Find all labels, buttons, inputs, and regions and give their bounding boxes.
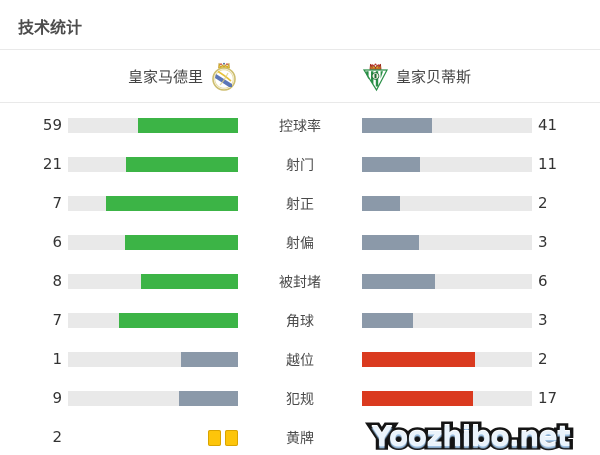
- home-team: 皇家马德里: [18, 61, 238, 92]
- home-bar-fill: [140, 274, 238, 289]
- away-bar: [362, 313, 532, 328]
- away-bar-fill: [362, 157, 421, 172]
- away-team-name: 皇家贝蒂斯: [396, 67, 472, 86]
- home-value: 7: [52, 311, 62, 329]
- away-bar-fill: [362, 391, 474, 406]
- away-value: 41: [538, 116, 558, 134]
- home-value: 59: [42, 116, 62, 134]
- home-bar-fill: [105, 196, 238, 211]
- home-bar: [68, 352, 238, 367]
- away-bar: [362, 352, 532, 367]
- away-bar-fill: [362, 235, 419, 250]
- home-value: 6: [52, 233, 62, 251]
- stat-row: 9 犯规 17: [0, 379, 600, 418]
- home-bar-fill: [179, 391, 238, 406]
- stat-row: 7 角球 3: [0, 301, 600, 340]
- home-value: 8: [52, 272, 62, 290]
- home-bar: [68, 313, 238, 328]
- stat-row: 1 越位 2: [0, 340, 600, 379]
- home-value: 2: [52, 428, 62, 446]
- stat-label: 射偏: [286, 235, 314, 252]
- page-title: 技术统计: [18, 18, 83, 37]
- home-bar: [68, 235, 238, 250]
- stat-row: 6 射偏 3: [0, 223, 600, 262]
- home-bar-fill: [119, 313, 238, 328]
- away-bar-fill: [362, 352, 476, 367]
- watermark: Yoozhibo.net Yoozhibo.net: [368, 418, 574, 455]
- away-value: 3: [538, 233, 548, 251]
- away-value: 17: [538, 389, 558, 407]
- home-bar: [68, 196, 238, 211]
- home-value: 9: [52, 389, 62, 407]
- away-value: 2: [538, 194, 548, 212]
- stat-row: 59 控球率 41: [0, 106, 600, 145]
- home-value: 7: [52, 194, 62, 212]
- home-bar-fill: [126, 157, 238, 172]
- away-value: 2: [538, 350, 548, 368]
- stat-label: 射正: [286, 196, 314, 213]
- away-bar: [362, 118, 532, 133]
- home-bar: [68, 274, 238, 289]
- away-bar: [362, 157, 532, 172]
- yellow-card-icon: [225, 429, 238, 446]
- away-bar-fill: [362, 118, 432, 133]
- home-yellow-cards: [68, 429, 238, 446]
- away-bar: [362, 235, 532, 250]
- home-value: 1: [52, 350, 62, 368]
- away-value: 6: [538, 272, 548, 290]
- away-bar-fill: [362, 274, 435, 289]
- away-bar: [362, 274, 532, 289]
- stat-label: 被封堵: [279, 274, 321, 291]
- stat-row: 2 黄牌: [0, 418, 600, 455]
- stat-row: 7 射正 2: [0, 184, 600, 223]
- stat-row: 8 被封堵 6: [0, 262, 600, 301]
- real-betis-crest: [362, 63, 388, 91]
- teams-header: 皇家马德里: [0, 50, 600, 102]
- divider: [0, 49, 600, 50]
- home-bar: [68, 157, 238, 172]
- stat-label: 黄牌: [286, 430, 314, 447]
- away-bar: [362, 196, 532, 211]
- away-bar: [362, 391, 532, 406]
- home-bar: [68, 118, 238, 133]
- yellow-card-icon: [208, 429, 221, 446]
- stat-row: 21 射门 11: [0, 145, 600, 184]
- home-bar-fill: [124, 235, 238, 250]
- watermark-outline: Yoozhibo.net: [368, 418, 574, 455]
- stat-label: 控球率: [279, 118, 321, 135]
- away-bar-fill: [362, 196, 400, 211]
- watermark-text: Yoozhibo.net: [371, 420, 571, 454]
- home-bar: [68, 391, 238, 406]
- stat-label: 射门: [286, 157, 314, 174]
- home-bar-fill: [137, 118, 238, 133]
- home-value: 21: [42, 155, 62, 173]
- home-team-name: 皇家马德里: [127, 67, 203, 86]
- away-value: 3: [538, 311, 548, 329]
- stat-label: 犯规: [286, 391, 314, 408]
- divider: [0, 102, 600, 103]
- stat-label: 越位: [286, 352, 314, 369]
- home-bar-fill: [181, 352, 238, 367]
- real-madrid-crest: [212, 62, 236, 91]
- away-team: 皇家贝蒂斯: [362, 61, 582, 92]
- away-value: 11: [538, 155, 558, 173]
- stats-list: 59 控球率 41 21 射门 11 7 射正 2 6 射偏 3 8 被封堵 6 7 角球 3 1 越位 2 9 犯规 17 2…: [0, 103, 600, 455]
- away-bar-fill: [362, 313, 413, 328]
- stat-label: 角球: [286, 313, 314, 330]
